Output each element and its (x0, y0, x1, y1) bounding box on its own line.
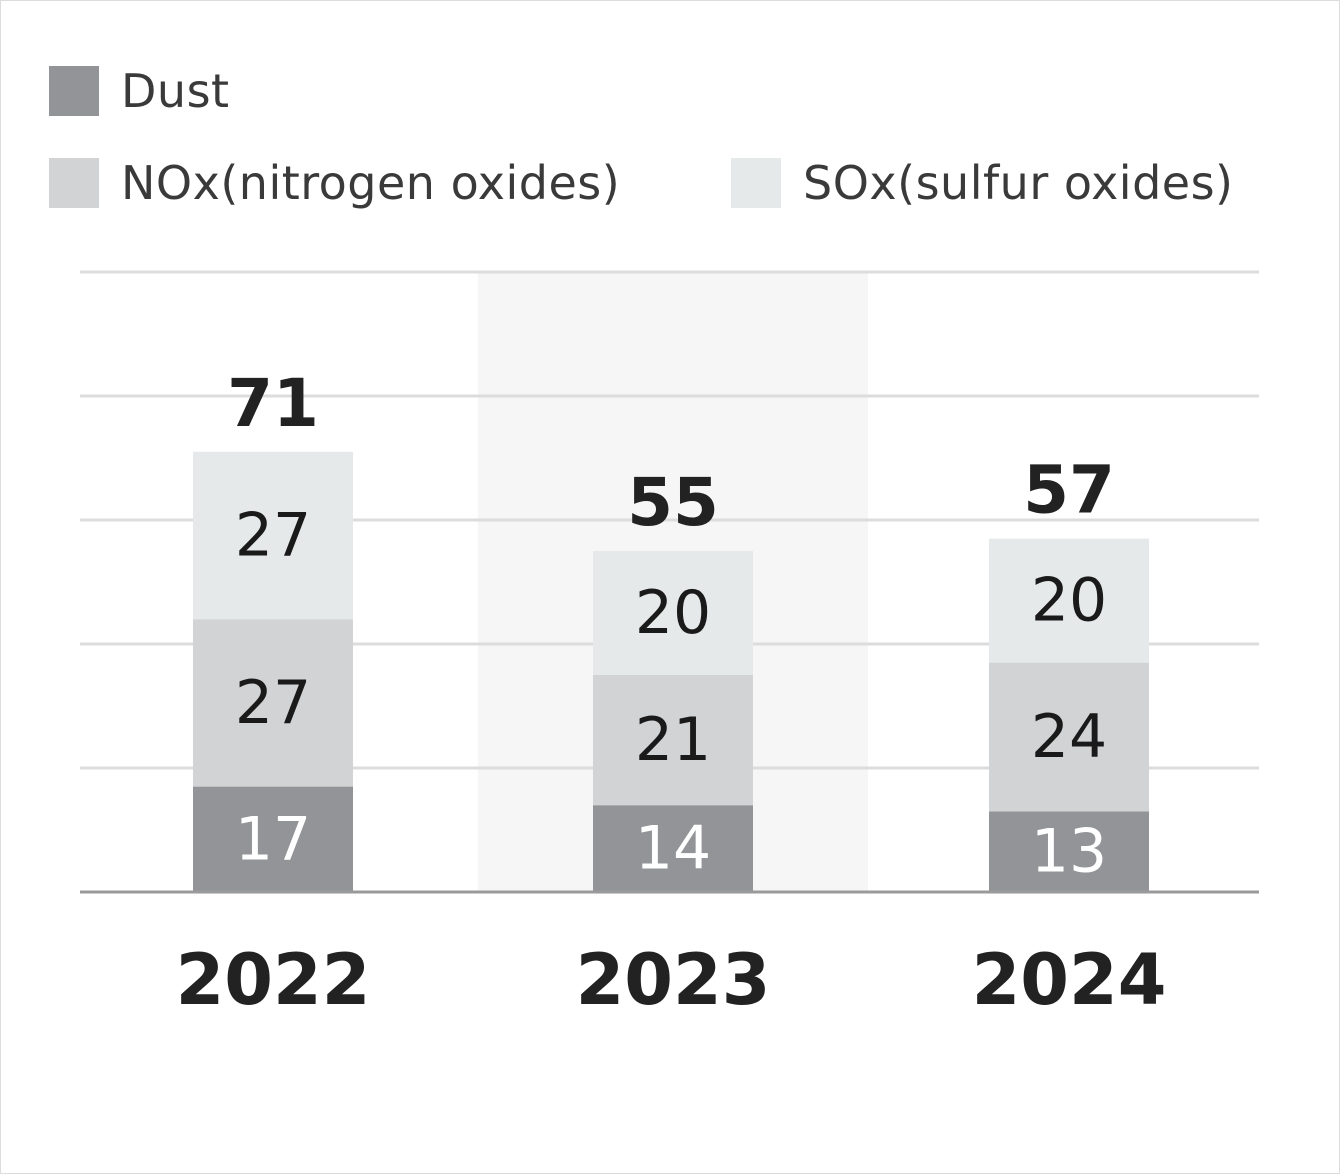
legend-swatch-sox (731, 158, 781, 208)
bar-segment-2023-2 (593, 551, 753, 675)
bar-segment-2022-0 (193, 786, 353, 892)
legend-label-nox: NOx(nitrogen oxides) (121, 156, 621, 210)
segment-label-2022-0: 17 (235, 804, 311, 874)
legend-swatch-nox (49, 158, 99, 208)
segment-label-2024-2: 20 (1031, 566, 1107, 636)
bar-segment-2023-0 (593, 805, 753, 892)
category-label-2023: 2023 (576, 939, 771, 1021)
legend-item-nox: NOx(nitrogen oxides) (49, 158, 620, 208)
legend-item-sox: SOx(sulfur oxides) (731, 158, 1234, 208)
total-label-2023: 55 (627, 464, 719, 541)
bar-segment-2023-1 (593, 675, 753, 806)
bar-segment-2022-1 (193, 619, 353, 787)
segment-label-2022-2: 27 (235, 501, 311, 571)
legend-swatch-dust (49, 66, 99, 116)
category-label-2022: 2022 (176, 939, 371, 1021)
segment-label-2024-0: 13 (1031, 817, 1107, 887)
segment-label-2023-0: 14 (635, 814, 711, 884)
legend-item-dust: Dust (49, 66, 230, 116)
segment-label-2023-2: 20 (635, 578, 711, 648)
segment-label-2022-1: 27 (235, 668, 311, 738)
bar-segment-2024-2 (989, 538, 1149, 663)
bar-segment-2024-0 (989, 811, 1149, 892)
segment-label-2023-1: 21 (635, 705, 711, 775)
total-label-2022: 71 (227, 365, 319, 442)
category-label-2024: 2024 (972, 939, 1167, 1021)
legend-label-dust: Dust (121, 64, 230, 118)
legend-label-sox: SOx(sulfur oxides) (803, 156, 1234, 210)
bar-segment-2022-2 (193, 451, 353, 620)
bar-segment-2024-1 (989, 662, 1149, 812)
total-label-2024: 57 (1023, 452, 1115, 529)
segment-label-2024-1: 24 (1031, 702, 1107, 772)
